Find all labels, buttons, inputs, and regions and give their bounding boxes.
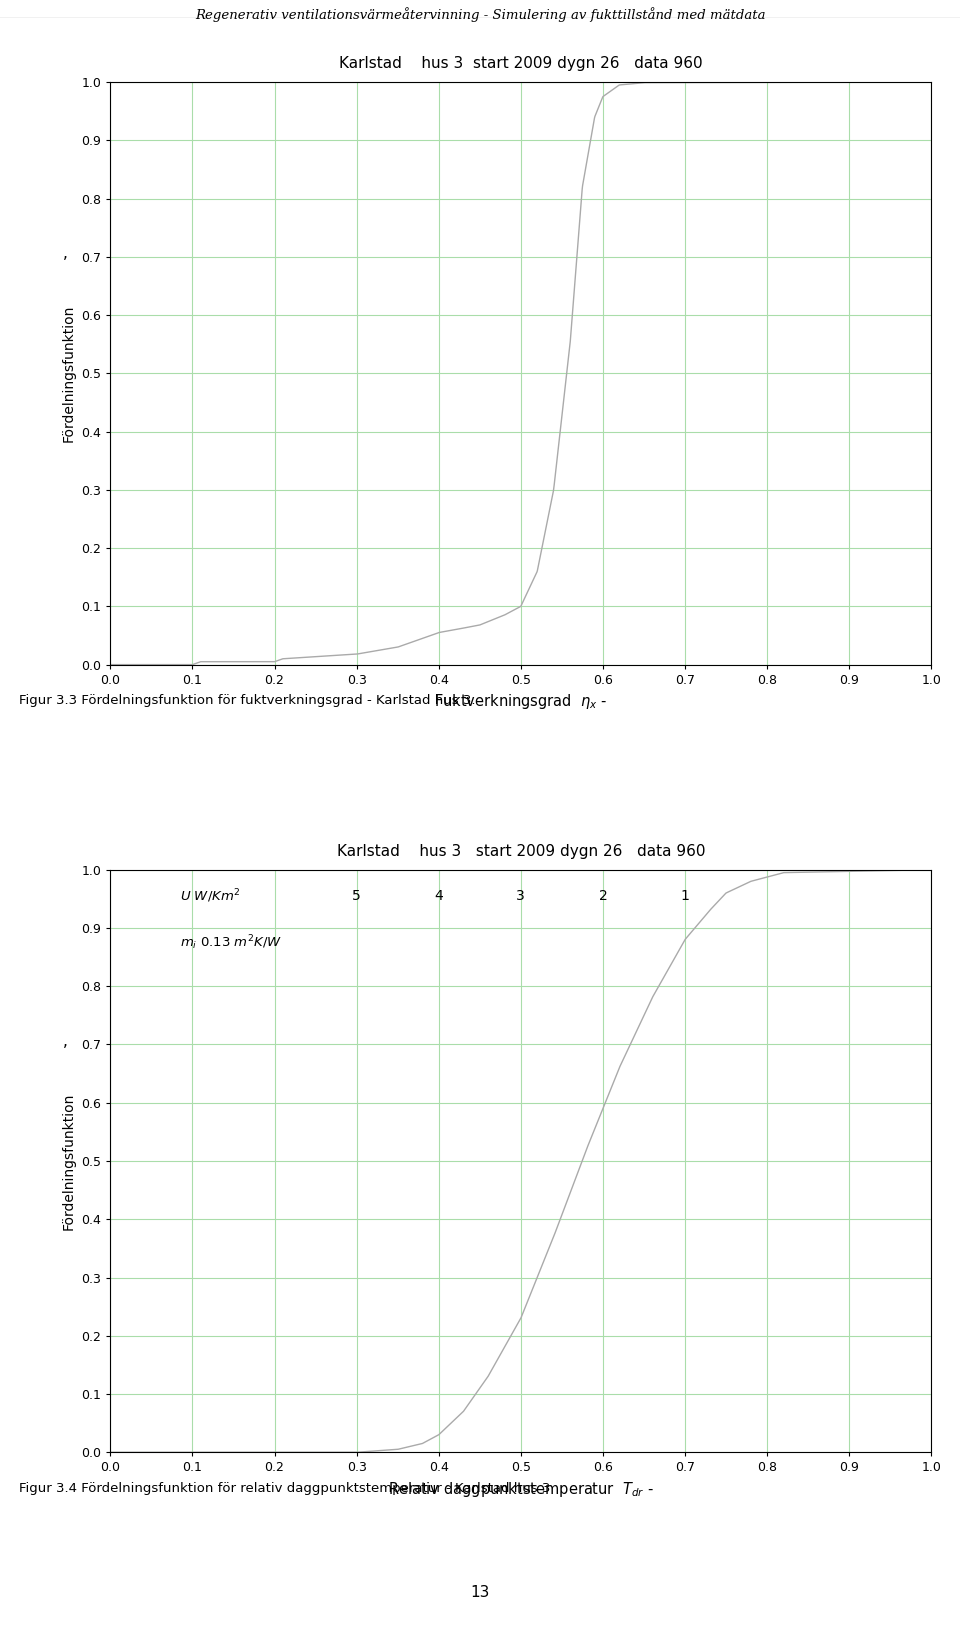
- Text: Regenerativ ventilationsvärmeåtervinning - Simulering av fukttillstånd med mätda: Regenerativ ventilationsvärmeåtervinning…: [195, 7, 765, 23]
- Text: Figur 3.4 Fördelningsfunktion för relativ daggpunktstemperatur - Karlstad hus 3: Figur 3.4 Fördelningsfunktion för relati…: [19, 1482, 551, 1495]
- Text: 5: 5: [352, 889, 361, 903]
- Y-axis label: Fördelningsfunktion: Fördelningsfunktion: [61, 305, 76, 441]
- Text: 1: 1: [681, 889, 689, 903]
- Title: Karlstad    hus 3  start 2009 dygn 26   data 960: Karlstad hus 3 start 2009 dygn 26 data 9…: [339, 56, 703, 71]
- X-axis label: Fuktverkningsgrad  $\eta_x$ -: Fuktverkningsgrad $\eta_x$ -: [434, 693, 608, 711]
- Text: 3: 3: [516, 889, 525, 903]
- X-axis label: Relativ daggpunktstemperatur  $T_{dr}$ -: Relativ daggpunktstemperatur $T_{dr}$ -: [388, 1480, 654, 1498]
- Y-axis label: Fördelningsfunktion: Fördelningsfunktion: [61, 1093, 76, 1229]
- Text: 13: 13: [470, 1585, 490, 1600]
- Text: $U$ $W/Km^2$: $U$ $W/Km^2$: [180, 888, 241, 904]
- Text: $m_i$ 0.13 $m^2K/W$: $m_i$ 0.13 $m^2K/W$: [180, 934, 282, 952]
- Text: Figur 3.3 Fördelningsfunktion för fuktverkningsgrad - Karlstad hus 3.: Figur 3.3 Fördelningsfunktion för fuktve…: [19, 694, 476, 707]
- Text: 2: 2: [598, 889, 608, 903]
- Text: 4: 4: [434, 889, 444, 903]
- Title: Karlstad    hus 3   start 2009 dygn 26   data 960: Karlstad hus 3 start 2009 dygn 26 data 9…: [337, 843, 705, 858]
- Text: ,: ,: [62, 1034, 68, 1049]
- Text: ,: ,: [62, 246, 68, 261]
